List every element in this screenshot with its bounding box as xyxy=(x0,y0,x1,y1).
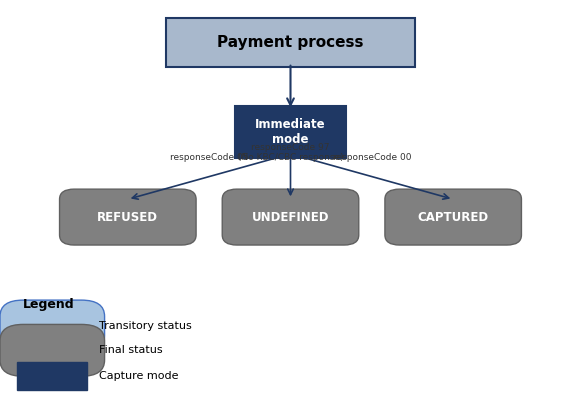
FancyBboxPatch shape xyxy=(0,324,105,376)
Text: CAPTURED: CAPTURED xyxy=(418,211,489,224)
Text: Legend: Legend xyxy=(23,298,75,311)
Text: Capture mode: Capture mode xyxy=(99,371,178,381)
Text: responseCode 97
(No KBC/CBC response): responseCode 97 (No KBC/CBC response) xyxy=(238,143,343,162)
Text: Final status: Final status xyxy=(99,345,163,355)
Text: responseCode 00: responseCode 00 xyxy=(332,153,411,162)
Text: Immediate
mode: Immediate mode xyxy=(255,118,326,146)
FancyBboxPatch shape xyxy=(222,189,359,245)
Text: Transitory status: Transitory status xyxy=(99,321,192,331)
Text: UNDEFINED: UNDEFINED xyxy=(252,211,329,224)
Text: REFUSED: REFUSED xyxy=(98,211,158,224)
FancyBboxPatch shape xyxy=(60,189,196,245)
FancyBboxPatch shape xyxy=(17,362,87,390)
FancyBboxPatch shape xyxy=(385,189,522,245)
FancyBboxPatch shape xyxy=(0,300,105,352)
FancyBboxPatch shape xyxy=(166,18,415,67)
Text: responseCode 05: responseCode 05 xyxy=(170,153,249,162)
FancyBboxPatch shape xyxy=(235,106,346,158)
Text: Payment process: Payment process xyxy=(217,35,364,50)
